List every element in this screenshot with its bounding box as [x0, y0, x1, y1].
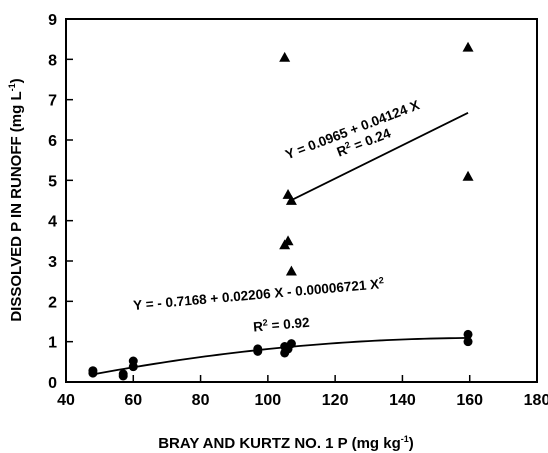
y-tick-label: 6: [48, 133, 57, 150]
x-tick-label: 180: [524, 392, 548, 409]
y-tick-label: 5: [48, 173, 57, 190]
triangle-data-point: [285, 195, 297, 205]
circle-data-point: [128, 362, 138, 372]
circle-data-point: [118, 371, 128, 381]
linear-fit-annotation: Y = 0.0965 + 0.04124 X R2 = 0.24: [283, 97, 421, 162]
plot-area: 40 60 80 100 120 140 160 180 0 1 2 3 4 5 6 7 8 9: [48, 12, 548, 409]
circle-data-point: [286, 339, 296, 349]
plot-frame: [65, 18, 538, 383]
x-tick-label: 160: [456, 392, 483, 409]
linear-fit-line: [287, 111, 469, 203]
circle-data-point: [463, 329, 473, 339]
triangle-data-point: [462, 41, 474, 52]
triangle-data-point: [285, 265, 297, 276]
x-tick-label: 80: [192, 392, 210, 409]
y-tick-label: 4: [48, 214, 57, 231]
circle-data-point: [253, 346, 263, 356]
x-tick-label: 40: [57, 392, 75, 409]
y-tick-label: 0: [48, 375, 57, 392]
y-tick-label: 1: [48, 335, 57, 352]
x-tick-label: 140: [389, 392, 416, 409]
triangle-data-point: [279, 239, 291, 250]
y-tick-label: 2: [48, 294, 57, 311]
x-tick-label: 100: [255, 392, 282, 409]
y-tick-label: 3: [48, 254, 57, 271]
x-axis-label: BRAY AND KURTZ NO. 1 P (mg kg-1): [158, 434, 414, 452]
quadratic-fit-curve: [92, 337, 469, 376]
quadratic-fit-equation: Y = - 0.7168 + 0.02206 X - 0.00006721 X2: [132, 275, 384, 313]
y-axis-label: DISSOLVED P IN RUNOFF (mg L-1): [7, 78, 25, 321]
y-tick-label: 8: [48, 52, 57, 69]
x-tick-label: 60: [124, 392, 142, 409]
x-tick-label: 120: [322, 392, 349, 409]
y-tick-label: 9: [48, 12, 57, 29]
quadratic-fit-r2: R2 = 0.92: [252, 314, 310, 335]
y-tick-label: 7: [48, 93, 57, 110]
circle-data-point: [463, 337, 473, 347]
circle-data-point: [88, 368, 98, 378]
quadratic-fit-annotation: Y = - 0.7168 + 0.02206 X - 0.00006721 X2…: [132, 275, 385, 335]
triangle-data-point: [279, 51, 291, 62]
triangle-data-point: [462, 170, 474, 181]
